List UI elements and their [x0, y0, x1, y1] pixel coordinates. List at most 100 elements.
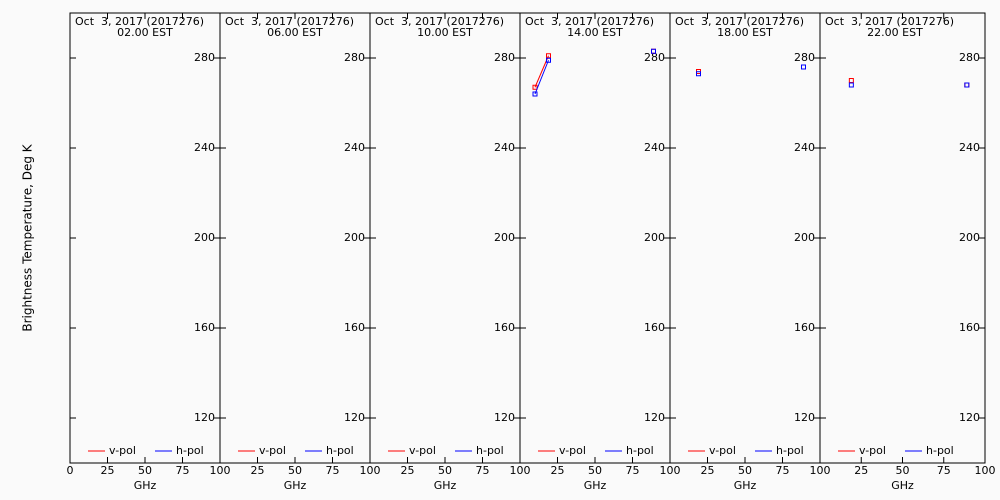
y-tick-label: 240 — [644, 141, 665, 154]
data-point — [801, 64, 806, 70]
x-tick-label: 50 — [588, 464, 602, 477]
y-tick-label: 240 — [959, 141, 980, 154]
panel-subtitle: 14.00 EST — [567, 26, 623, 39]
x-tick-label: 50 — [438, 464, 452, 477]
x-tick-label: 100 — [975, 464, 996, 477]
x-tick-label: 25 — [551, 464, 565, 477]
panel-subtitle: 06.00 EST — [267, 26, 323, 39]
y-tick-label: 200 — [194, 231, 215, 244]
x-tick-label: 50 — [896, 464, 910, 477]
series-line — [535, 51, 654, 87]
legend-label: h-pol — [476, 444, 504, 457]
data-point — [801, 64, 806, 70]
data-point — [651, 48, 656, 54]
legend-label: v-pol — [109, 444, 136, 457]
y-axis-label: Brightness Temperature, Deg K — [21, 143, 35, 331]
data-point — [964, 82, 970, 88]
legend-label: h-pol — [326, 444, 354, 457]
legend-label: v-pol — [409, 444, 436, 457]
y-tick-label: 120 — [959, 411, 980, 424]
y-tick-label: 120 — [644, 411, 665, 424]
legend-label: h-pol — [926, 444, 954, 457]
x-tick-label: 75 — [476, 464, 490, 477]
y-tick-label: 280 — [794, 51, 815, 64]
series-line — [535, 51, 654, 94]
x-tick-label: 75 — [937, 464, 951, 477]
y-tick-label: 240 — [344, 141, 365, 154]
panel-subtitle: 10.00 EST — [417, 26, 473, 39]
y-tick-label: 160 — [794, 321, 815, 334]
legend-label: h-pol — [626, 444, 654, 457]
y-tick-label: 200 — [794, 231, 815, 244]
y-tick-label: 160 — [959, 321, 980, 334]
x-axis-label: GHz — [584, 479, 607, 492]
panel-title: Oct 3, 2017 (2017276) — [525, 15, 654, 28]
x-tick-label: 75 — [776, 464, 790, 477]
y-tick-label: 280 — [194, 51, 215, 64]
x-tick-label: 100 — [510, 464, 531, 477]
panel-title: Oct 3, 2017 (2017276) — [225, 15, 354, 28]
panel-subtitle: 18.00 EST — [717, 26, 773, 39]
y-tick-label: 240 — [494, 141, 515, 154]
y-tick-label: 120 — [194, 411, 215, 424]
y-tick-label: 280 — [959, 51, 980, 64]
x-tick-label: 25 — [701, 464, 715, 477]
y-tick-label: 200 — [494, 231, 515, 244]
x-tick-label: 25 — [251, 464, 265, 477]
legend-label: v-pol — [859, 444, 886, 457]
x-tick-label: 0 — [67, 464, 74, 477]
y-tick-label: 280 — [344, 51, 365, 64]
y-tick-label: 160 — [194, 321, 215, 334]
y-tick-label: 160 — [644, 321, 665, 334]
x-axis-label: GHz — [434, 479, 457, 492]
y-tick-label: 120 — [794, 411, 815, 424]
x-tick-label: 75 — [176, 464, 190, 477]
y-tick-label: 200 — [959, 231, 980, 244]
data-point — [848, 78, 854, 83]
data-point — [964, 82, 970, 88]
x-tick-label: 25 — [401, 464, 415, 477]
data-point — [696, 71, 701, 77]
panel-subtitle: 22.00 EST — [867, 26, 923, 39]
data-point — [532, 91, 538, 97]
x-tick-label: 50 — [138, 464, 152, 477]
x-axis-label: GHz — [734, 479, 757, 492]
y-tick-label: 120 — [344, 411, 365, 424]
legend-label: h-pol — [776, 444, 804, 457]
legend-label: h-pol — [176, 444, 204, 457]
data-point — [546, 57, 551, 63]
x-axis-label: GHz — [284, 479, 307, 492]
y-tick-label: 120 — [494, 411, 515, 424]
y-tick-label: 160 — [494, 321, 515, 334]
data-point — [532, 84, 538, 90]
x-tick-label: 75 — [626, 464, 640, 477]
legend-label: v-pol — [259, 444, 286, 457]
x-tick-label: 50 — [738, 464, 752, 477]
y-tick-label: 280 — [644, 51, 665, 64]
y-tick-label: 240 — [794, 141, 815, 154]
x-tick-label: 75 — [326, 464, 340, 477]
y-tick-label: 200 — [644, 231, 665, 244]
x-axis-label: GHz — [134, 479, 157, 492]
legend-label: v-pol — [559, 444, 586, 457]
x-tick-label: 50 — [288, 464, 302, 477]
x-tick-label: 100 — [810, 464, 831, 477]
y-tick-label: 200 — [344, 231, 365, 244]
x-tick-label: 25 — [854, 464, 868, 477]
panel-subtitle: 02.00 EST — [117, 26, 173, 39]
x-tick-label: 25 — [101, 464, 115, 477]
panel-title: Oct 3, 2017 (2017276) — [675, 15, 804, 28]
panel-title: Oct 3, 2017 (2017276) — [825, 15, 954, 28]
x-tick-label: 100 — [660, 464, 681, 477]
y-tick-label: 280 — [494, 51, 515, 64]
x-tick-label: 100 — [210, 464, 231, 477]
y-tick-label: 240 — [194, 141, 215, 154]
data-point — [848, 82, 854, 88]
y-tick-label: 160 — [344, 321, 365, 334]
x-axis-label: GHz — [891, 479, 914, 492]
panel-title: Oct 3, 2017 (2017276) — [375, 15, 504, 28]
legend-label: v-pol — [709, 444, 736, 457]
x-tick-label: 100 — [360, 464, 381, 477]
panel-title: Oct 3, 2017 (2017276) — [75, 15, 204, 28]
